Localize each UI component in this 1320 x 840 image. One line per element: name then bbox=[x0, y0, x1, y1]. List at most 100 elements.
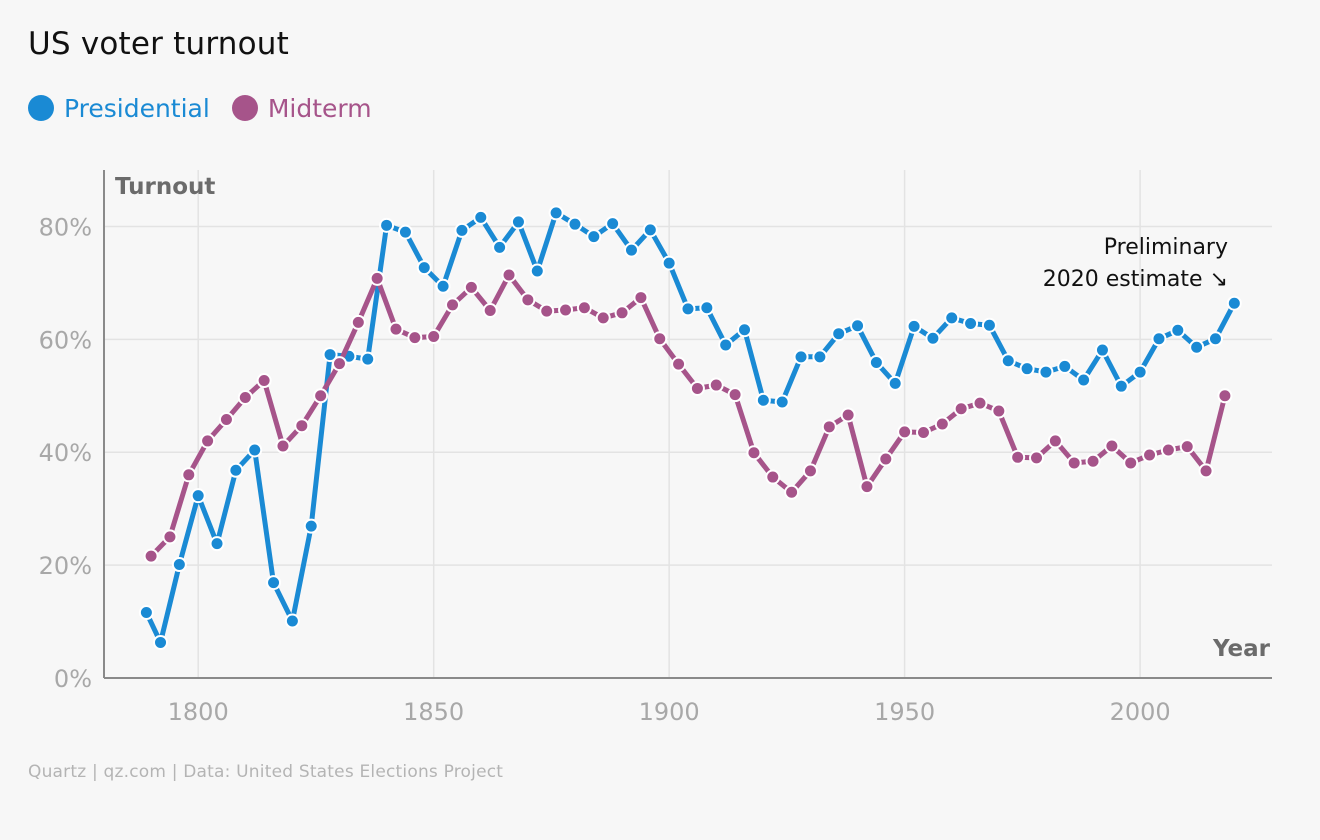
x-tick-label: 1800 bbox=[168, 698, 229, 726]
data-point-midterm bbox=[595, 310, 611, 326]
data-point-midterm bbox=[200, 433, 216, 449]
data-point-midterm bbox=[633, 290, 649, 306]
data-point-midterm bbox=[1085, 453, 1101, 469]
data-point-presidential bbox=[266, 575, 282, 591]
data-point-presidential bbox=[887, 375, 903, 391]
data-point-presidential bbox=[567, 216, 583, 232]
data-point-presidential bbox=[360, 351, 376, 367]
series-line-midterm bbox=[148, 272, 1228, 559]
x-axis-title: Year bbox=[1212, 636, 1270, 662]
data-point-presidential bbox=[1170, 322, 1186, 338]
y-axis-title: Turnout bbox=[115, 174, 216, 200]
data-point-midterm bbox=[708, 377, 724, 393]
data-point-midterm bbox=[1066, 455, 1082, 471]
data-point-midterm bbox=[689, 380, 705, 396]
data-point-midterm bbox=[652, 331, 668, 347]
legend-swatch-midterm bbox=[231, 95, 258, 121]
legend-item-presidential: Presidential bbox=[28, 94, 210, 123]
data-point-midterm bbox=[991, 403, 1007, 419]
axes bbox=[103, 170, 1272, 679]
data-point-midterm bbox=[1010, 449, 1026, 465]
legend-swatch-presidential bbox=[28, 95, 54, 121]
data-point-midterm bbox=[1160, 442, 1176, 458]
annotation-2020: Preliminary 2020 estimate ↘ bbox=[1043, 232, 1228, 296]
data-point-midterm bbox=[520, 292, 536, 308]
y-tick-label: 80% bbox=[39, 213, 92, 241]
data-point-midterm bbox=[369, 270, 385, 286]
data-point-presidential bbox=[492, 239, 508, 255]
data-point-midterm bbox=[558, 302, 574, 318]
data-point-presidential bbox=[868, 354, 884, 370]
data-point-presidential bbox=[831, 326, 847, 342]
data-point-midterm bbox=[897, 424, 913, 440]
data-point-midterm bbox=[840, 407, 856, 423]
data-point-presidential bbox=[642, 222, 658, 238]
data-point-midterm bbox=[463, 279, 479, 295]
data-point-presidential bbox=[737, 322, 753, 338]
y-tick-label: 40% bbox=[39, 439, 92, 467]
y-tick-label: 20% bbox=[39, 552, 92, 580]
data-point-midterm bbox=[388, 321, 404, 337]
data-point-presidential bbox=[1113, 378, 1129, 394]
data-point-presidential bbox=[925, 330, 941, 346]
data-point-midterm bbox=[671, 356, 687, 372]
data-point-presidential bbox=[1151, 331, 1167, 347]
gridlines bbox=[104, 170, 1272, 678]
legend-label-presidential: Presidential bbox=[64, 93, 210, 123]
data-point-midterm bbox=[1142, 447, 1158, 463]
data-point-presidential bbox=[812, 349, 828, 365]
data-point-midterm bbox=[878, 451, 894, 467]
data-point-presidential bbox=[586, 229, 602, 245]
data-point-presidential bbox=[1226, 295, 1242, 311]
data-point-presidential bbox=[247, 442, 263, 458]
chart-title: US voter turnout bbox=[28, 26, 289, 62]
data-point-presidential bbox=[1038, 364, 1054, 380]
data-point-presidential bbox=[1057, 358, 1073, 374]
data-point-midterm bbox=[1047, 433, 1063, 449]
data-point-midterm bbox=[256, 373, 272, 389]
data-point-midterm bbox=[1198, 463, 1214, 479]
data-point-presidential bbox=[548, 205, 564, 221]
data-point-midterm bbox=[143, 548, 159, 564]
data-point-presidential bbox=[228, 462, 244, 478]
data-point-presidential bbox=[379, 217, 395, 233]
data-point-presidential bbox=[1132, 364, 1148, 380]
data-point-presidential bbox=[454, 222, 470, 238]
annotation-line-2: 2020 estimate ↘ bbox=[1042, 267, 1228, 292]
tick-labels: 0% 20% 40% 60% 80% 1800 1850 1900 1950 2000 bbox=[39, 213, 1171, 726]
data-point-midterm bbox=[727, 387, 743, 403]
data-point-midterm bbox=[1104, 438, 1120, 454]
annotation-line-1: Preliminary bbox=[1103, 235, 1228, 260]
data-point-presidential bbox=[303, 518, 319, 534]
data-point-presidential bbox=[322, 347, 338, 363]
data-point-midterm bbox=[181, 467, 197, 483]
data-point-presidential bbox=[153, 634, 169, 650]
data-point-presidential bbox=[190, 488, 206, 504]
data-point-midterm bbox=[746, 445, 762, 461]
data-point-presidential bbox=[680, 301, 696, 317]
data-point-midterm bbox=[218, 411, 234, 427]
data-point-midterm bbox=[331, 356, 347, 372]
x-tick-label: 1900 bbox=[639, 698, 700, 726]
data-point-midterm bbox=[1217, 388, 1233, 404]
data-point-presidential bbox=[605, 216, 621, 232]
data-point-midterm bbox=[539, 303, 555, 319]
data-point-presidential bbox=[284, 613, 300, 629]
data-point-midterm bbox=[859, 479, 875, 495]
legend: Presidential Midterm bbox=[28, 88, 394, 128]
x-tick-label: 1850 bbox=[403, 698, 464, 726]
data-point-midterm bbox=[407, 330, 423, 346]
data-point-presidential bbox=[416, 260, 432, 276]
x-tick-label: 1950 bbox=[874, 698, 935, 726]
data-point-presidential bbox=[1207, 331, 1223, 347]
data-point-presidential bbox=[510, 214, 526, 230]
data-point-presidential bbox=[699, 300, 715, 316]
data-point-midterm bbox=[614, 305, 630, 321]
data-point-presidential bbox=[944, 310, 960, 326]
data-point-midterm bbox=[784, 484, 800, 500]
data-point-presidential bbox=[906, 318, 922, 334]
data-point-midterm bbox=[972, 395, 988, 411]
data-point-presidential bbox=[171, 557, 187, 573]
data-point-presidential bbox=[1076, 372, 1092, 388]
